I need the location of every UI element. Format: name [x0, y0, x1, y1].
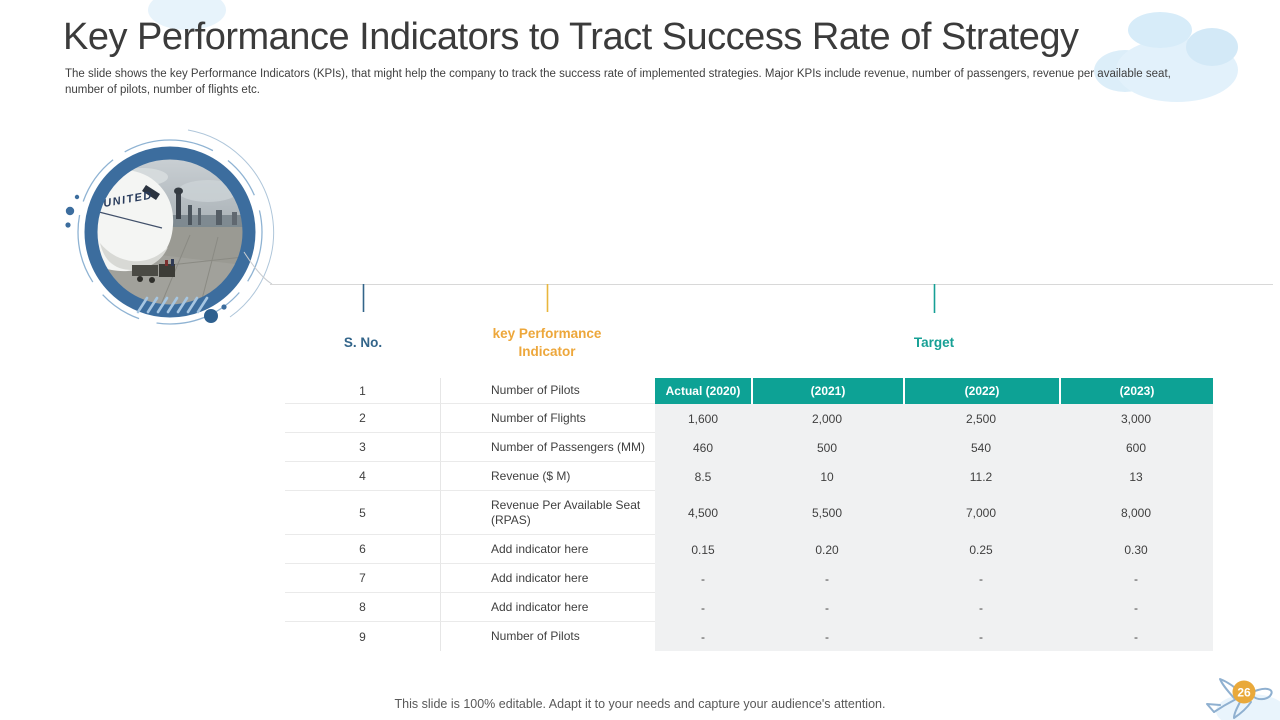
year-header-cell: (2023) — [1059, 378, 1213, 404]
cell-value: 7,000 — [903, 491, 1059, 535]
cell-sno: 3 — [285, 433, 440, 462]
cell-value: 4,500 — [655, 491, 751, 535]
cell-value: - — [903, 622, 1059, 651]
cell-sno: 1 — [285, 378, 440, 404]
cell-value: 0.25 — [903, 535, 1059, 564]
cell-kpi: Add indicator here — [440, 535, 655, 564]
cell-value: 0.15 — [655, 535, 751, 564]
cell-value: 5,500 — [751, 491, 903, 535]
cell-sno: 5 — [285, 491, 440, 535]
year-header-cell: (2022) — [903, 378, 1059, 404]
cell-value: 13 — [1059, 462, 1213, 491]
year-header-cell: (2021) — [751, 378, 903, 404]
kpi-table: 1 Number of Pilots Actual (2020) (2021) (202… — [285, 378, 1213, 651]
cell-sno: 9 — [359, 629, 366, 644]
dot-decoration-bottom-right-small — [221, 304, 227, 310]
cell-value: - — [1059, 593, 1213, 622]
cell-value: - — [1059, 564, 1213, 593]
cell-value: - — [655, 564, 751, 593]
cell-sno: 4 — [285, 462, 440, 491]
cell-kpi: Add indicator here — [440, 564, 655, 593]
hatch-decoration — [136, 296, 209, 314]
cell-value: 10 — [751, 462, 903, 491]
cell-kpi: Number of Pilots — [440, 622, 655, 651]
slide-subtitle: The slide shows the key Performance Indi… — [65, 68, 1171, 97]
cell-value: 8,000 — [1059, 491, 1213, 535]
slide-number: 26 — [1237, 686, 1251, 700]
year-header-cell: Actual (2020) — [655, 378, 751, 404]
cell-value: 500 — [751, 433, 903, 462]
cell-sno: 2 — [285, 404, 440, 433]
dot-decoration-left — [65, 194, 80, 228]
cell-value: - — [903, 564, 1059, 593]
cell-value: 600 — [1059, 433, 1213, 462]
slide-title: Key Performance Indicators to Tract Succ… — [63, 16, 1079, 58]
circle-photo-graphic: UNITED — [65, 129, 275, 325]
cell-value: 2,000 — [751, 404, 903, 433]
cell-value: 1,600 — [655, 404, 751, 433]
slide-number-badge — [1232, 680, 1256, 704]
cell-sno: 7 — [285, 564, 440, 593]
arc-decoration — [187, 129, 275, 318]
cloud-decoration-top-right — [1128, 12, 1192, 48]
cell-value: 460 — [655, 433, 751, 462]
cell-value: - — [751, 593, 903, 622]
cell-value: 2,500 — [903, 404, 1059, 433]
cell-value: 540 — [903, 433, 1059, 462]
cell-sno: 8 — [285, 593, 440, 622]
cell-kpi: Revenue Per Available Seat (RPAS) — [440, 491, 655, 535]
column-header-kpi: key Performance Indicator — [492, 326, 602, 359]
cell-value: 11.2 — [903, 462, 1059, 491]
footer-note: This slide is 100% editable. Adapt it to… — [394, 697, 886, 711]
cell-kpi: Number of Flights — [440, 404, 655, 433]
cell-value: - — [751, 622, 903, 651]
cell-kpi: Number of Passengers (MM) — [440, 433, 655, 462]
cell-value: 3,000 — [1059, 404, 1213, 433]
cell-sno: 6 — [285, 535, 440, 564]
cell-kpi: Revenue ($ M) — [440, 462, 655, 491]
cell-value: - — [655, 622, 751, 651]
slide-number-plane-icon: 26 — [1206, 678, 1273, 719]
dot-decoration-bottom-right — [204, 309, 218, 323]
cell-value: 0.20 — [751, 535, 903, 564]
cell-value: - — [655, 593, 751, 622]
cloud-decoration-top-right — [1186, 28, 1238, 66]
cell-value: - — [1059, 622, 1213, 651]
column-header-target: Target — [913, 335, 955, 350]
dashed-circle-decoration — [77, 139, 263, 325]
cell-kpi: Number of Pilots — [440, 378, 655, 404]
cell-kpi: Add indicator here — [440, 593, 655, 622]
cell-value: 8.5 — [655, 462, 751, 491]
cell-value: - — [751, 564, 903, 593]
cell-value: 0.30 — [1059, 535, 1213, 564]
column-header-sno: S. No. — [343, 335, 383, 350]
cell-value: - — [903, 593, 1059, 622]
